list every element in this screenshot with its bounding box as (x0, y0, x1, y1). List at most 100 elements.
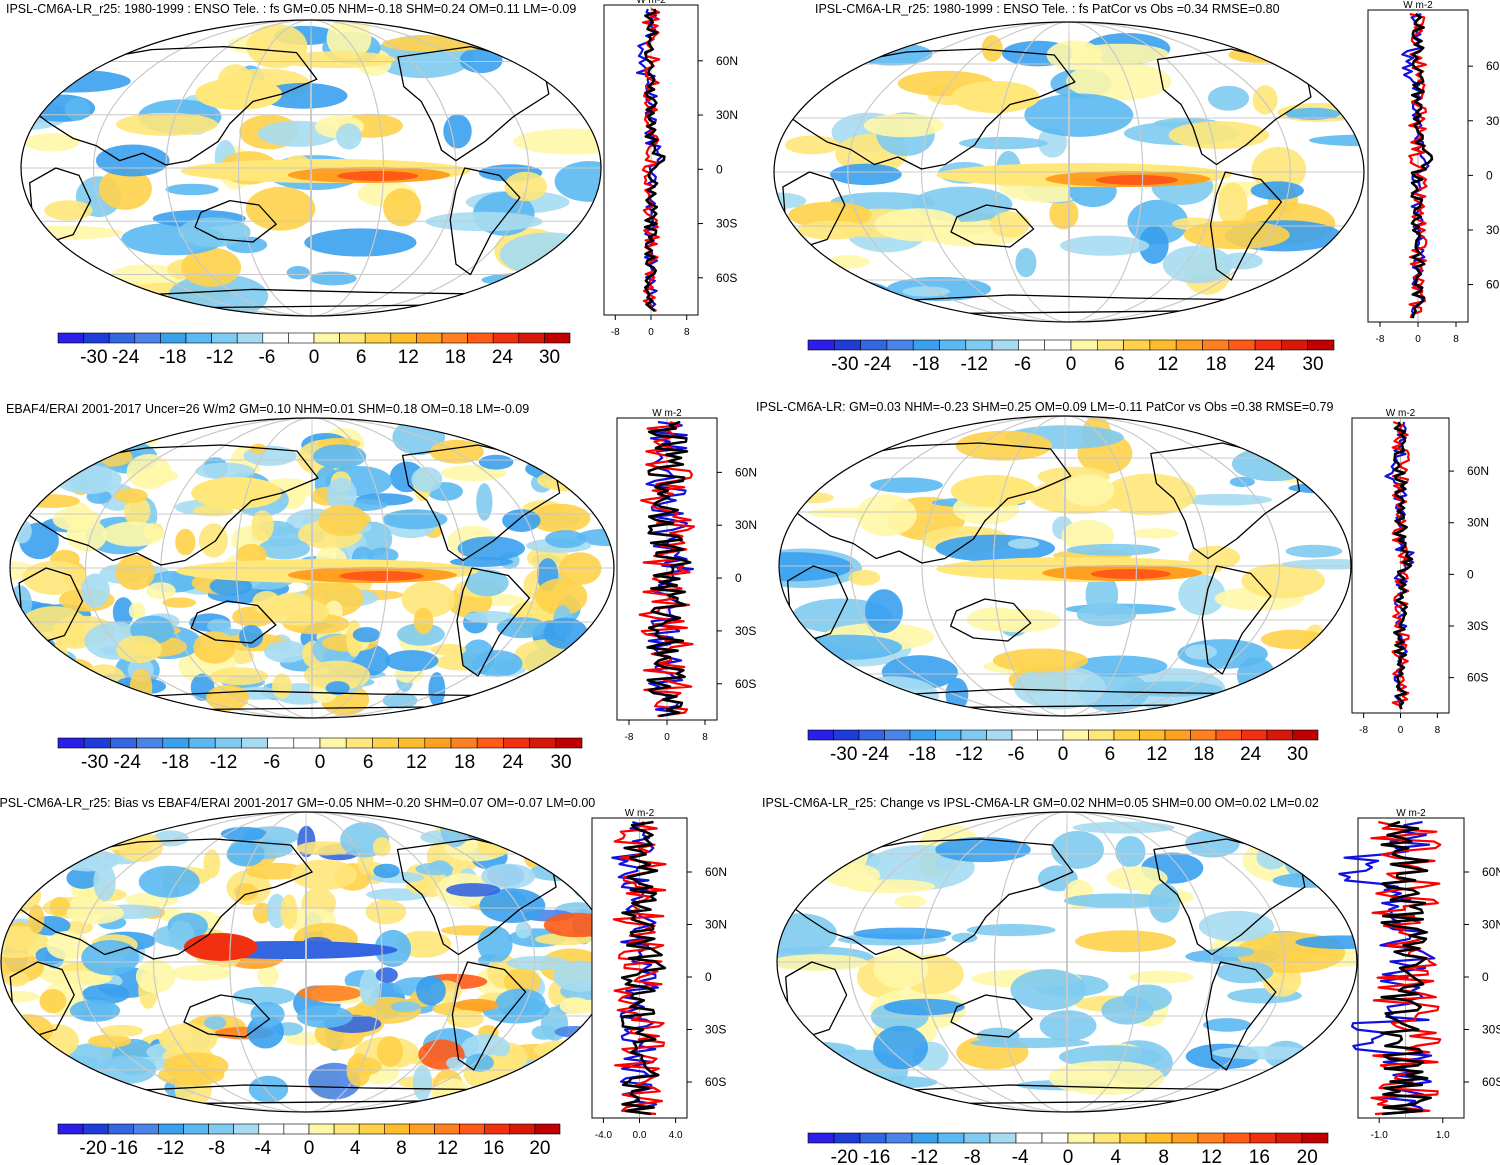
colorbar-tick-label: -12 (157, 1138, 184, 1159)
colorbar-tick-label: -18 (912, 354, 939, 375)
colorbar-swatch (434, 1123, 460, 1135)
continent-outline (456, 567, 531, 677)
colorbar-swatch (83, 332, 110, 344)
anomaly-patch (774, 284, 843, 301)
colorbar-swatch (383, 1123, 410, 1135)
anomaly-patch (1260, 629, 1326, 650)
anomaly-patch (258, 538, 311, 560)
colorbar-tick-label: -6 (1008, 744, 1025, 765)
profile-x-label: -8 (1376, 334, 1385, 345)
grid-meridian (849, 812, 1285, 1112)
anomaly-patch (401, 581, 456, 618)
colorbar-tick-label: 6 (356, 347, 367, 368)
anomaly-patch (16, 690, 45, 715)
anomaly-patch (781, 466, 823, 477)
profile-lat-label: 30N (735, 518, 757, 532)
colorbar-swatch (1301, 1132, 1329, 1144)
anomaly-patch (135, 959, 176, 994)
colorbar-swatch (939, 339, 967, 351)
colorbar-swatch (859, 1132, 887, 1144)
colorbar-swatch (555, 737, 583, 749)
anomaly-patch (59, 282, 116, 295)
profile-lat-label: 60N (716, 54, 738, 68)
colorbar-tick-label: 12 (1201, 1147, 1222, 1165)
profile-x-label: -8 (611, 327, 620, 338)
colorbar-swatch (134, 332, 161, 344)
anomaly-patch (779, 416, 840, 454)
anomaly-patch (799, 279, 892, 307)
anomaly-patch (791, 634, 903, 660)
anomaly-patch (531, 1025, 557, 1040)
colorbar-swatch (1190, 729, 1217, 741)
colorbar-swatch (807, 1132, 835, 1144)
colorbar-swatch (313, 332, 340, 344)
anomaly-patch (1071, 655, 1168, 677)
anomaly-patch (553, 685, 580, 713)
colorbar-tick-label: -16 (863, 1147, 890, 1165)
anomaly-patch (1285, 107, 1340, 120)
colorbar: -20 -16 -12 -8 -4 0 4 8 12 16 20 (57, 1123, 561, 1159)
grid-meridian (165, 20, 457, 316)
colorbar-swatch (484, 1123, 511, 1135)
enso-warm-max (339, 571, 424, 581)
map-field (779, 416, 1351, 716)
anomaly-patch (446, 1056, 465, 1070)
anomaly-patch (1212, 1046, 1316, 1060)
anomaly-patch (251, 510, 274, 542)
anomaly-patch (870, 477, 943, 493)
profile-lat-label: 60 (1486, 278, 1500, 292)
anomaly-patch (1061, 519, 1115, 552)
colorbar-swatch (833, 1132, 861, 1144)
colorbar-tick-label: 4 (350, 1138, 361, 1159)
anomaly-patch (1138, 225, 1169, 265)
anomaly-patch (325, 681, 350, 696)
anomaly-patch (1, 1060, 37, 1090)
colorbar-tick-label: -6 (263, 752, 280, 773)
npac-warm (195, 78, 282, 110)
grid-meridian (238, 20, 384, 316)
anomaly-patch (529, 863, 585, 881)
anomaly-patch (883, 998, 965, 1016)
anomaly-patch (1131, 528, 1179, 539)
profile-lat-label: 30S (1467, 619, 1488, 633)
anomaly-patch (1281, 559, 1351, 570)
anomaly-patch (1007, 538, 1040, 549)
grid-meridian (993, 416, 1137, 716)
anomaly-patch (1198, 910, 1275, 942)
colorbar-swatch (1067, 1132, 1095, 1144)
profile-x-label: 0 (1415, 334, 1421, 345)
anomaly-patch (902, 286, 951, 297)
anomaly-patch (138, 865, 200, 898)
anomaly-patch (1063, 893, 1172, 908)
anomaly-patch (1103, 473, 1196, 516)
anomaly-patch (502, 509, 541, 532)
anomaly-patch (411, 466, 443, 493)
colorbar-tick-label: -24 (112, 347, 140, 368)
colorbar: -20 -16 -12 -8 -4 0 4 8 12 16 20 (807, 1132, 1329, 1165)
colorbar-swatch (214, 737, 242, 749)
all-curve (1393, 421, 1414, 710)
anomaly-patch (415, 862, 454, 876)
all-curve (643, 8, 666, 313)
anomaly-patch (465, 569, 509, 597)
land-curve (641, 7, 661, 312)
anomaly-patch (250, 1001, 285, 1027)
grid-meridian (1068, 22, 1070, 322)
colorbar-tick-label: 0 (1063, 1147, 1074, 1165)
colorbar-swatch (158, 1123, 184, 1135)
anomaly-patch (981, 35, 1003, 62)
panel-ipsl-model: IPSL-CM6A-LR: GM=0.03 NHM=-0.23 SHM=0.25… (752, 398, 1500, 418)
colorbar-swatch (288, 332, 315, 344)
anomaly-patch (1241, 563, 1325, 599)
anomaly-patch (335, 123, 362, 150)
grid-meridian (311, 418, 313, 718)
colorbar-swatch (258, 1123, 285, 1135)
colorbar-swatch (293, 737, 321, 749)
anomaly-patch (544, 530, 587, 549)
anomaly-patch (73, 432, 113, 459)
anomaly-patch (499, 232, 599, 277)
anomaly-patch (777, 856, 800, 901)
anomaly-patch (50, 451, 75, 471)
continent-outline (1205, 961, 1277, 1071)
colorbar-swatch (860, 339, 888, 351)
